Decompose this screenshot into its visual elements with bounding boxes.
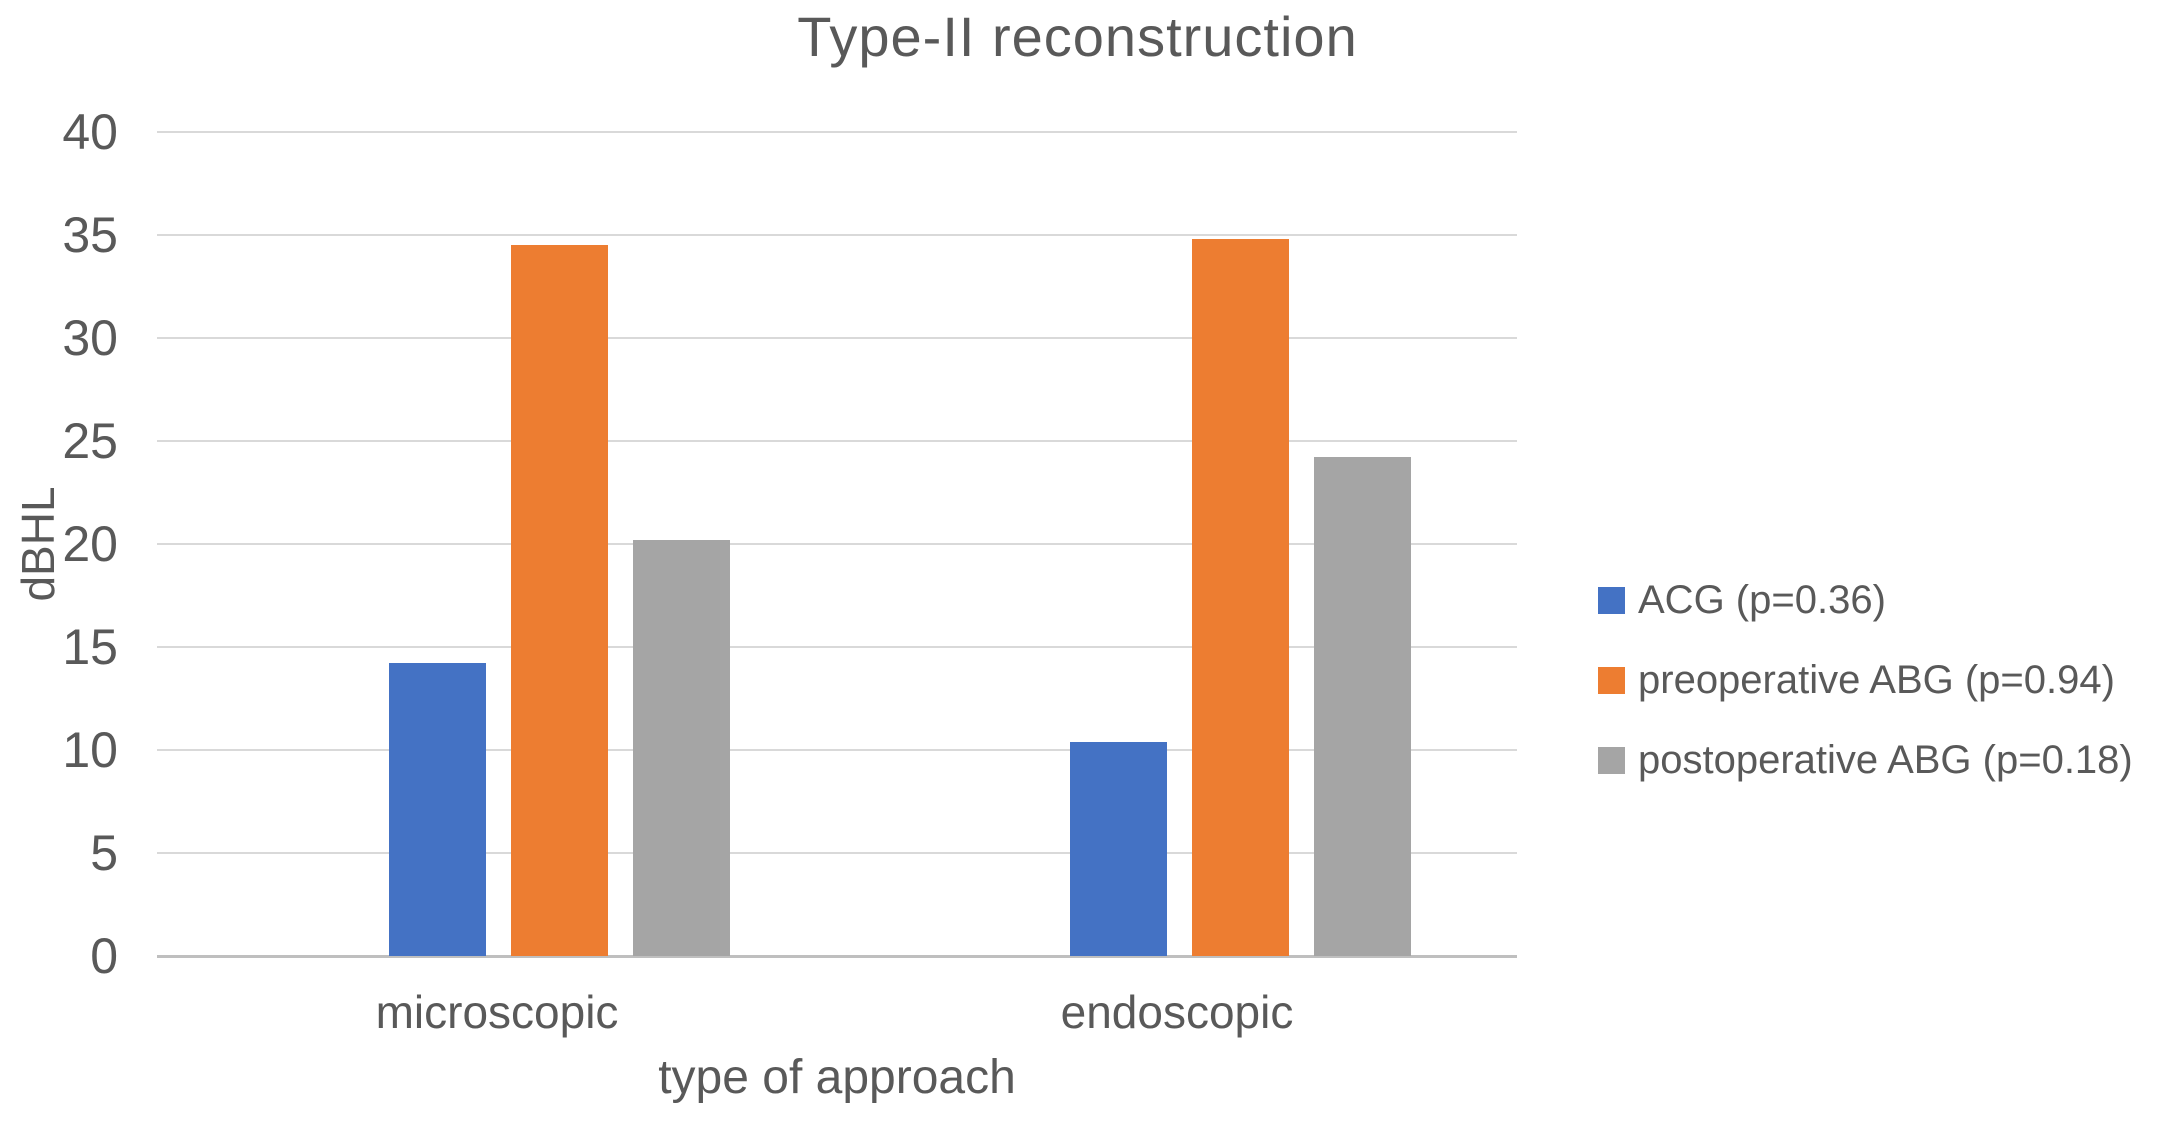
y-tick-label-20: 20	[62, 516, 118, 572]
legend-label-postoperative: postoperative ABG (p=0.18)	[1638, 738, 2133, 782]
legend-item-acg: ACG (p=0.36)	[1598, 578, 1886, 623]
gridline-5	[157, 852, 1517, 854]
bar-endoscopic-acg	[1070, 741, 1167, 956]
y-tick-label-15: 15	[62, 619, 118, 675]
x-category-label-microscopic: microscopic	[375, 986, 619, 1038]
gridline-25	[157, 440, 1517, 442]
gridline-20	[157, 543, 1517, 545]
y-tick-label-0: 0	[90, 928, 118, 984]
x-category-label-endoscopic: endoscopic	[1060, 986, 1294, 1038]
bar-endoscopic-postoperative	[1314, 457, 1411, 956]
gridline-30	[157, 337, 1517, 339]
legend-swatch-preoperative	[1598, 667, 1625, 694]
bar-microscopic-postoperative	[633, 539, 730, 956]
y-tick-label-10: 10	[62, 722, 118, 778]
legend-label-preoperative: preoperative ABG (p=0.94)	[1638, 658, 2115, 702]
gridline-35	[157, 234, 1517, 236]
bar-microscopic-preoperative	[511, 245, 608, 956]
gridline-10	[157, 749, 1517, 751]
y-tick-label-35: 35	[62, 207, 118, 263]
legend-swatch-acg	[1598, 587, 1625, 614]
x-axis-title: type of approach	[658, 1051, 1016, 1104]
legend-item-postoperative: postoperative ABG (p=0.18)	[1598, 738, 2133, 783]
y-tick-label-40: 40	[62, 104, 118, 160]
y-tick-label-25: 25	[62, 413, 118, 469]
legend-label-acg: ACG (p=0.36)	[1638, 578, 1886, 622]
legend-swatch-postoperative	[1598, 747, 1625, 774]
y-tick-label-5: 5	[90, 825, 118, 881]
bar-endoscopic-preoperative	[1192, 239, 1289, 956]
gridline-40	[157, 131, 1517, 133]
x-axis-line	[157, 955, 1517, 958]
gridline-15	[157, 646, 1517, 648]
chart-title: Type-II reconstruction	[797, 5, 1358, 68]
y-tick-label-30: 30	[62, 310, 118, 366]
bar-microscopic-acg	[389, 663, 486, 956]
legend-item-preoperative: preoperative ABG (p=0.94)	[1598, 658, 2115, 703]
